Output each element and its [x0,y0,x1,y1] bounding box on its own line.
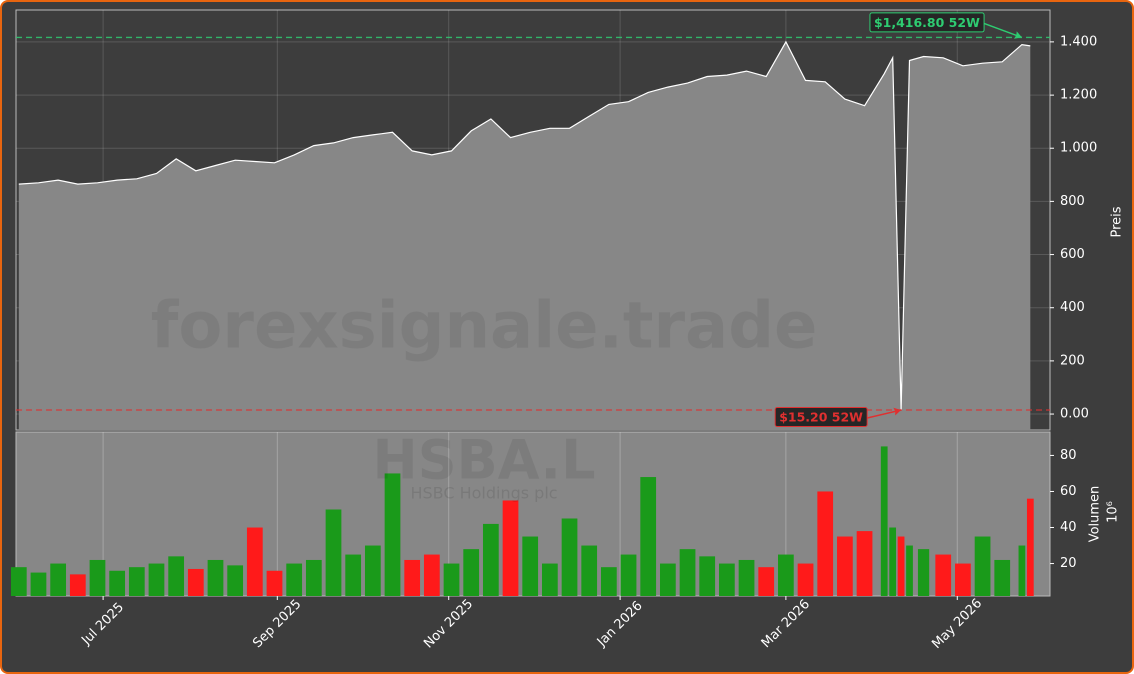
volume-bar [719,563,735,596]
volume-bar [600,567,617,596]
volume-bar [856,531,873,596]
y-axis-label: Preis [1110,206,1125,237]
volume-bar [10,567,27,596]
y-tick-label: 800 [1060,194,1085,209]
volume-bar [187,568,204,596]
volume-bar [679,549,696,596]
annotation-label: $15.20 52W [779,410,863,425]
x-tick-label: Jan 2026 [594,598,646,650]
volume-bar [889,527,897,596]
annotation-box [774,407,868,428]
arrow-head [1013,31,1022,39]
volume-bar [797,563,814,596]
y-tick-label: 0.00 [1060,407,1089,422]
annotation-arrow [983,22,1023,39]
volume-bar [906,545,913,596]
x-tick-label: May 2026 [929,596,985,652]
volume-bar [581,545,598,596]
x-tick-label: Jul 2025 [78,600,127,649]
y2-tick-label: 80 [1060,448,1077,463]
volume-bar [502,500,519,596]
y-tick-label: 600 [1060,247,1085,262]
volume-bar [364,545,381,596]
volume-bar [837,536,853,596]
volume-bar [1026,498,1034,596]
volume-bar [482,523,499,596]
volume-bar [738,559,755,596]
volume-bar [109,570,126,596]
y2-tick-label: 40 [1060,520,1077,535]
volume-bar [817,491,834,596]
y2-axis-label: Volumen [1088,486,1103,543]
volume-bar [778,554,794,596]
volume-bar [463,549,480,596]
annotation-box [869,12,985,33]
arrow-head [893,407,902,416]
volume-bar [640,477,657,596]
price-area [18,41,1031,431]
volume-bar [423,554,440,596]
volume-bar [522,536,539,596]
volume-bar [561,518,578,596]
volume-bar [994,559,1011,596]
volume-bar [1018,545,1026,596]
volume-bar [699,556,716,596]
volume-bar [286,563,303,596]
y-tick-label: 200 [1060,353,1085,368]
y2-tick-label: 20 [1060,556,1077,571]
volume-bar [207,559,224,596]
company-watermark: HSBC Holdings plc [410,484,557,503]
volume-bar [443,563,460,596]
volume-bar [30,572,47,596]
volume-bar [148,563,165,596]
volume-bar [955,563,971,596]
volume-bar [128,567,145,596]
volume-bar [897,536,905,596]
y-tick-label: 1.200 [1060,88,1097,103]
y-tick-label: 1.400 [1060,34,1097,49]
ticker-watermark: HSBA.L [373,429,596,492]
x-tick-label: Sep 2025 [250,597,304,651]
y2-multiplier: 10⁶ [1106,501,1121,523]
volume-bar [227,565,244,596]
volume-bar [168,556,185,596]
volume-bar [935,554,952,596]
volume-bar [89,559,106,596]
volume-bar [917,549,930,596]
volume-bar [305,559,322,596]
annotation-label: $1,416.80 52W [874,15,980,30]
volume-bar [345,554,362,596]
watermark: forexsignale.trade [151,290,818,364]
volume-bar [69,574,86,596]
volume-bar [541,563,558,596]
volume-bar [325,509,342,596]
volume-bar [50,563,67,596]
volume-bar [404,559,421,596]
y-tick-label: 400 [1060,300,1085,315]
volume-bar [384,473,401,596]
volume-bar [620,554,637,596]
volume-bar [880,446,888,596]
y-tick-label: 1.000 [1060,141,1097,156]
x-tick-label: Mar 2026 [759,597,813,651]
volume-bar [758,567,775,596]
price-line [18,40,1031,411]
volume-bar [974,536,991,596]
volume-bar [660,563,676,596]
volume-bar [246,527,263,596]
y2-tick-label: 60 [1060,484,1077,499]
x-tick-label: Nov 2025 [421,597,476,652]
volume-bar [266,570,283,596]
